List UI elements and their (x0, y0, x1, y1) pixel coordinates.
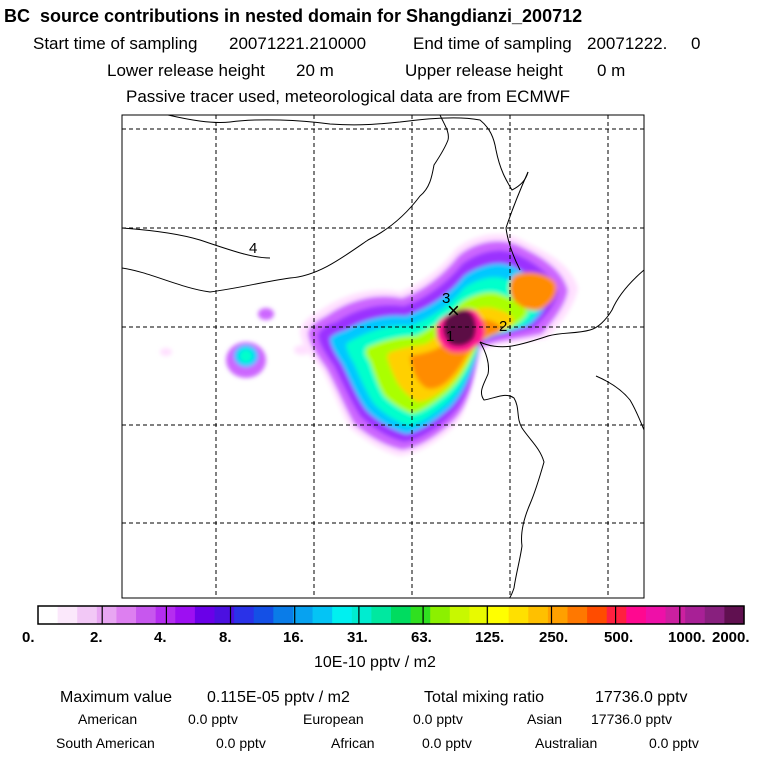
plume-field (160, 234, 578, 456)
region-value: 0.0 pptv (188, 711, 238, 727)
small-patch-b (294, 345, 310, 355)
max-value-label: Maximum value (60, 689, 173, 706)
region-value: 0.0 pptv (422, 735, 472, 751)
lower-height-label: Lower release height (107, 61, 265, 80)
receptor-cross: × (447, 298, 460, 323)
end-time-value: 20071222. 0 (587, 34, 701, 53)
colorbar-tick-label: 16. (283, 629, 304, 646)
colorbar-tick-label: 63. (411, 629, 432, 646)
region-value: 0.0 pptv (413, 711, 463, 727)
coastlines (122, 115, 644, 598)
tracer-note: Passive tracer used, meteorological data… (126, 87, 571, 106)
plume-dark-core (443, 310, 477, 346)
marker-3: 3 (442, 290, 450, 307)
map-panel: 1 2 3 4 × (121, 114, 645, 599)
colorbar-unit: 10E-10 pptv / m2 (314, 654, 436, 671)
max-value: 0.115E-05 pptv / m2 (207, 689, 350, 706)
colorbar-tick-label: 2. (90, 629, 103, 646)
start-time-value: 20071221.210000 (229, 34, 367, 53)
marker-2: 2 (499, 318, 507, 335)
coast-bohai (479, 341, 545, 598)
border-top (167, 115, 529, 191)
colorbar-tick-label: 2000. (712, 629, 750, 646)
region-name: Asian (527, 711, 563, 727)
colorbar-tick-label: 250. (539, 629, 569, 646)
upper-height-label: Upper release height (405, 61, 563, 80)
region-value: 0.0 pptv (649, 735, 699, 751)
small-patch-c (160, 348, 172, 356)
upper-height-value: 0 m (597, 61, 626, 80)
region-value: 0.0 pptv (216, 735, 266, 751)
colorbar-tick-label: 500. (604, 629, 634, 646)
marker-4: 4 (249, 240, 257, 257)
region-name: American (78, 711, 138, 727)
region-name: Australian (535, 735, 598, 751)
western-patch-cyan (239, 349, 253, 363)
coast-east (505, 171, 529, 271)
marker-1: 1 (446, 328, 454, 345)
colorbar-tick-label: 4. (154, 629, 167, 646)
end-time-label: End time of sampling (413, 34, 572, 53)
region-value: 17736.0 pptv (591, 711, 672, 727)
region-name: European (303, 711, 364, 727)
region-name: South American (56, 735, 155, 751)
graticule (122, 115, 644, 598)
start-time-label: Start time of sampling (33, 34, 198, 53)
border-north (122, 227, 271, 259)
total-mixing-label: Total mixing ratio (424, 689, 545, 706)
map-frame (121, 114, 645, 599)
region-name: African (331, 735, 375, 751)
colorbar-tick-label: 0. (22, 629, 35, 646)
small-patch-a (258, 308, 274, 320)
border-mongolia (122, 115, 449, 293)
colorbar-tick-label: 125. (475, 629, 505, 646)
lower-height-value: 20 m (296, 61, 334, 80)
colorbar-tick-label: 8. (219, 629, 232, 646)
coast-korea (479, 269, 644, 348)
colorbar-tick-label: 1000. (668, 629, 706, 646)
plume-ne-core (509, 272, 557, 311)
colorbar-tick-label: 31. (347, 629, 368, 646)
figure-title: BC source contributions in nested domain… (4, 6, 583, 26)
total-mixing-value: 17736.0 pptv (595, 689, 688, 706)
